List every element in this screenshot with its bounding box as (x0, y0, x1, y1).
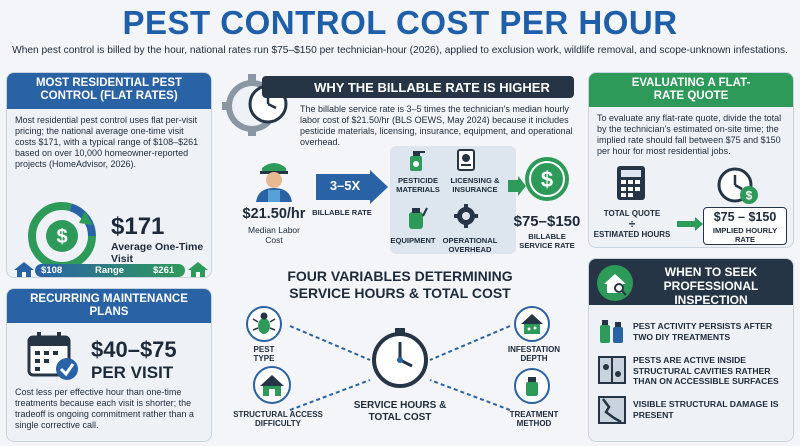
implied-rate-label: IMPLIED HOURLY RATE (712, 226, 778, 244)
inspection-card: WHEN TO SEEK PROFESSIONAL INSPECTION PES… (588, 258, 794, 442)
calendar-check-icon (27, 332, 78, 380)
implied-rate-value: $75 – $150 (713, 210, 777, 224)
recurring-card: RECURRING MAINTENANCE PLANS $40–$75 PER … (6, 288, 212, 442)
variable-structural-access: STRUCTURAL ACCESS DIFFICULTY (233, 410, 323, 428)
evaluate-divide: ÷ (628, 217, 636, 231)
variable-treatment-method: TREATMENT METHOD (509, 410, 559, 428)
variables-heading-2: SERVICE HOURS & TOTAL COST (289, 285, 511, 301)
variables-center-label: SERVICE HOURS & TOTAL COST (353, 400, 447, 423)
recurring-body: Cost less per effective hour than one-ti… (15, 387, 194, 430)
green-arrow-icon (508, 176, 526, 196)
spray-bottle-icon (410, 151, 425, 171)
evaluate-heading: EVALUATING A FLAT-RATE QUOTE (589, 73, 793, 107)
cracked-wall-icon (598, 396, 626, 424)
implied-rate-box (703, 207, 787, 245)
page-title: PEST CONTROL COST PER HOUR (122, 4, 678, 41)
technician-icon (256, 163, 292, 202)
billable-body: The billable service rate is 3–5 times t… (300, 104, 573, 147)
evaluate-body: To evaluate any flat-rate quote, divide … (597, 113, 782, 156)
range-high: $261 (153, 265, 175, 276)
svg-text:$: $ (746, 189, 753, 203)
treatment-sprayer-icon (514, 368, 550, 404)
evaluate-total-quote: TOTAL QUOTE (603, 209, 661, 218)
inspection-item-2: PESTS ARE ACTIVE INSIDE STRUCTURAL CAVIT… (633, 355, 779, 386)
house-icon-right (188, 262, 208, 277)
inspection-house-icon (597, 265, 633, 301)
labor-label: Median Labor Cost (248, 225, 300, 245)
pest-bug-icon (246, 306, 282, 342)
multiplier-arrow-icon (316, 170, 388, 204)
multiplier-value: 3–5X (329, 178, 361, 193)
component-licensing: LICENSING & INSURANCE (450, 176, 500, 194)
inspection-item-3: VISIBLE STRUCTURAL DAMAGE IS PRESENT (633, 399, 779, 420)
billable-heading-bar (262, 76, 574, 98)
range-low: $108 (41, 265, 63, 276)
recurring-amount: $40–$75 (91, 337, 177, 362)
clock-dollar-icon: $ (717, 167, 758, 204)
service-rate-label: BILLABLE SERVICE RATE (519, 232, 575, 250)
flat-rate-heading: MOST RESIDENTIAL PEST CONTROL (FLAT RATE… (7, 73, 211, 109)
evaluate-card: EVALUATING A FLAT-RATE QUOTE To evaluate… (588, 72, 794, 248)
component-overhead: OPERATIONAL OVERHEAD (442, 236, 498, 254)
house-icon-left (14, 262, 34, 277)
overhead-gear-icon (454, 204, 478, 228)
billable-heading: WHY THE BILLABLE RATE IS HIGHER (314, 80, 550, 95)
infestation-house-icon (514, 306, 550, 342)
spray-bottles-icon (600, 320, 623, 343)
wall-cavity-icon (598, 356, 626, 384)
component-pesticide: PESTICIDE MATERIALS (396, 176, 440, 194)
variable-infestation-depth: INFESTATION DEPTH (507, 345, 561, 363)
flat-rate-amount: $171 (111, 213, 165, 240)
structure-icon (253, 366, 291, 404)
license-badge-icon (457, 149, 475, 171)
multiplier-label: BILLABLE RATE (312, 208, 372, 217)
flat-rate-amount-label: Average One-Time Visit (111, 241, 204, 265)
labor-value: $21.50/hr (242, 206, 306, 222)
evaluate-arrow-icon (677, 217, 703, 231)
range-bar (35, 264, 185, 277)
inspection-item-1: PEST ACTIVITY PERSISTS AFTER TWO DIY TRE… (633, 321, 773, 342)
recurring-heading: RECURRING MAINTENANCE PLANS (7, 289, 211, 323)
page-subtitle: When pest control is billed by the hour,… (12, 45, 788, 56)
variables-connectors (289, 325, 511, 411)
sprayer-equipment-icon (409, 207, 428, 229)
component-equipment: EQUIPMENT (390, 236, 436, 245)
svg-text:$: $ (541, 167, 553, 192)
range-label: Range (95, 265, 125, 276)
center-clock-icon (372, 328, 428, 388)
recurring-per-visit: PER VISIT (91, 363, 174, 382)
evaluate-estimated-hours: ESTIMATED HOURS (593, 230, 671, 239)
flat-rate-body: Most residential pest control uses flat … (15, 115, 199, 169)
variable-pest-type: PEST TYPE (253, 345, 275, 363)
calculator-icon (617, 166, 645, 200)
service-rate-value: $75–$150 (513, 213, 581, 230)
flat-rate-card: MOST RESIDENTIAL PEST CONTROL (FLAT RATE… (6, 72, 212, 278)
dollar-coin-icon: $ (525, 157, 569, 201)
variables-heading-1: FOUR VARIABLES DETERMINING (287, 268, 513, 284)
svg-text:$: $ (56, 226, 67, 248)
